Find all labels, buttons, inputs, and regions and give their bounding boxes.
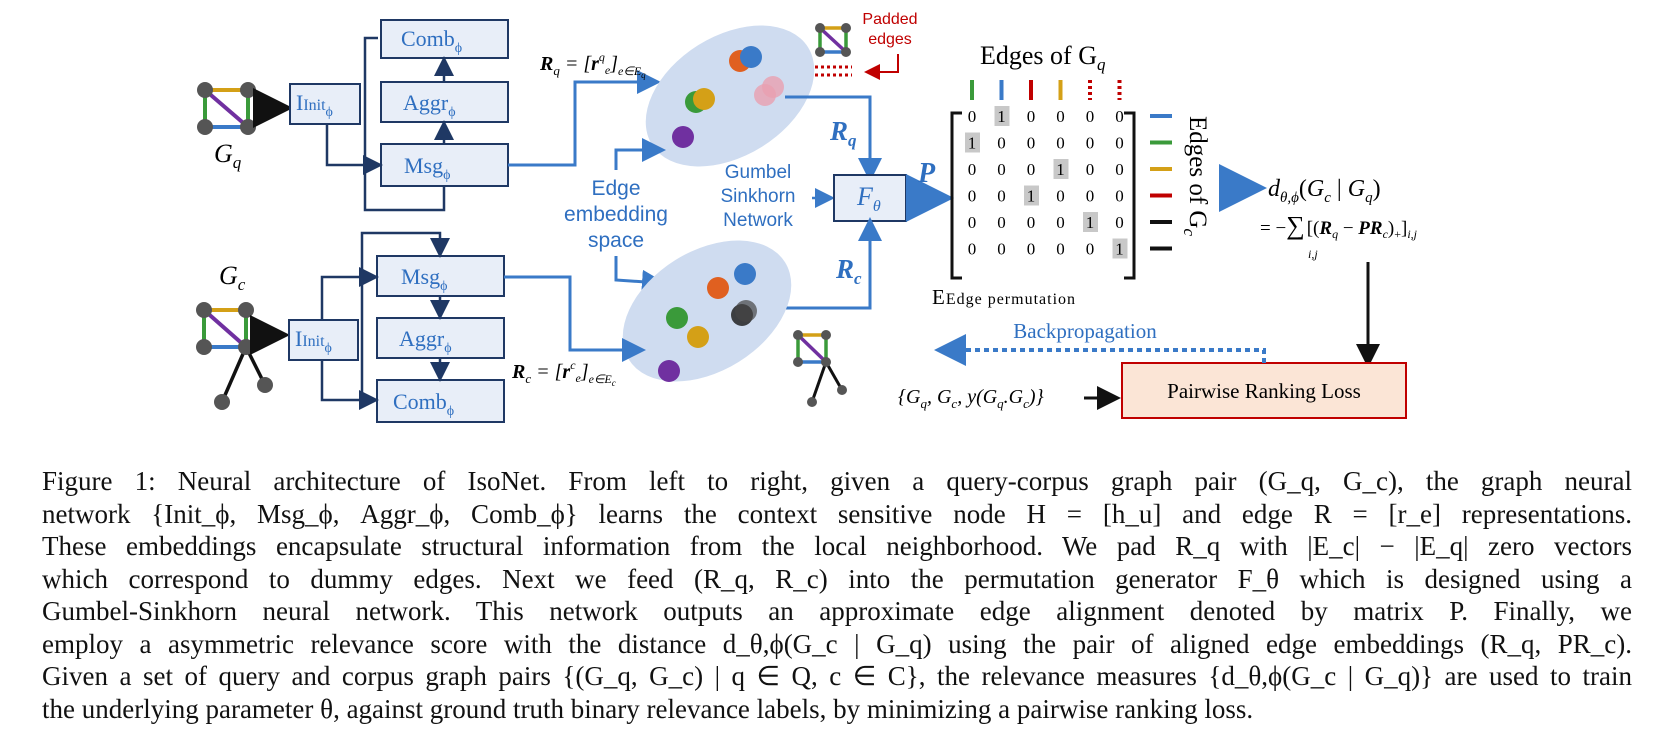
matrix-cell: 0: [968, 240, 977, 259]
query-graph-label: Gq: [214, 139, 242, 172]
backpropagation-label: Backpropagation: [1013, 319, 1157, 343]
corpus-edge-color-markers: [1150, 114, 1172, 251]
matrix-cell: 0: [1056, 187, 1065, 206]
query-edge-color-markers: [970, 80, 1122, 100]
matrix-cell: 1: [1056, 160, 1065, 179]
comb-label-corpus: Combϕ: [393, 389, 454, 419]
training-input-tuple: {Gq, Gc, y(Gq.Gc)}: [898, 386, 1044, 411]
padded-query-graph-icon: [815, 23, 852, 77]
init-box-query: [289, 83, 361, 125]
matrix-cell: 0: [968, 160, 977, 179]
init-box-corpus: [288, 319, 359, 361]
f-theta-label: Fθ: [856, 182, 881, 215]
matrix-cell: 0: [1115, 213, 1124, 232]
matrix-cell: 0: [997, 134, 1006, 153]
edges-of-gc-label: Edges of Gc: [1180, 116, 1211, 236]
backpropagation-arrow: [934, 334, 1266, 366]
matrix-cell: 0: [1027, 240, 1036, 259]
matrix-cell: 0: [997, 187, 1006, 206]
matrix-cell: 0: [1086, 187, 1095, 206]
matrix-cell: 0: [997, 240, 1006, 259]
matrix-cell: 0: [1027, 134, 1036, 153]
aggr-label-corpus: Aggrϕ: [399, 326, 452, 356]
matrix-cell: 0: [1056, 107, 1065, 126]
caption-line: Given a set of query and corpus graph pa…: [42, 661, 1632, 691]
sum-subscript: i,j: [1308, 247, 1318, 261]
comb-box-corpus: [376, 379, 505, 423]
matrix-highlight: [1024, 185, 1039, 206]
caption-line: network {Init_ϕ, Msg_ϕ, Aggr_ϕ, Comb_ϕ} …: [42, 498, 1632, 529]
pairwise-ranking-loss-box: [1121, 362, 1407, 419]
matrix-cell: 0: [1056, 213, 1065, 232]
caption-line: Gumbel-Sinkhorn neural network. This net…: [42, 596, 1632, 626]
matrix-cell: 0: [1086, 240, 1095, 259]
pairwise-ranking-loss-label: Pairwise Ranking Loss: [1167, 379, 1361, 403]
query-edge-embedding-cloud: [645, 25, 815, 167]
corpus-edge-embedding-cloud: [622, 240, 792, 382]
padded-edges-label: Padded edges: [862, 11, 917, 48]
figure-caption: Figure 1: Neural architecture of IsoNet.…: [42, 465, 1632, 725]
gumbel-sinkhorn-label: Gumbel Sinkhorn Network: [721, 162, 796, 231]
caption-line: Figure 1: Neural architecture of IsoNet.…: [42, 466, 1632, 496]
rq-label: Rq: [829, 116, 857, 150]
matrix-cell: 0: [997, 160, 1006, 179]
rc-label: Rc: [835, 254, 862, 288]
caption-line: employ a asymmetric relevance score with…: [42, 628, 1632, 659]
matrix-highlight: [1112, 238, 1128, 259]
p-label: P: [917, 158, 936, 189]
comb-label-query: Combϕ: [401, 26, 462, 56]
aggr-label-query: Aggrϕ: [403, 90, 456, 120]
corpus-graph-small-icon: [793, 330, 847, 407]
edge-embedding-space-label: Edge embedding space: [564, 177, 668, 252]
matrix-cell: 0: [1027, 213, 1036, 232]
matrix-highlight: [1053, 159, 1069, 179]
corpus-graph-icon: [196, 302, 273, 410]
matrix-cell: 0: [968, 107, 977, 126]
matrix-cell: 0: [1027, 160, 1036, 179]
edge-permutation-label: EEdge permutation: [932, 285, 1076, 309]
comb-box-query: [380, 19, 509, 59]
matrix-cell: 0: [1115, 107, 1124, 126]
matrix-highlight: [965, 132, 980, 153]
matrix-cell: 1: [1027, 187, 1036, 206]
matrix-cell: 0: [997, 213, 1006, 232]
matrix-highlight: [994, 106, 1010, 126]
permutation-matrix: 0 1 0 0 0 0 1 0 0 0 0 0 0 0 0 1 0 0 0 0 1 0 0 0 0 0 0 0 1 0 0 0 0 0 0 1: [965, 106, 1128, 259]
matrix-cell: 0: [968, 187, 977, 206]
architecture-diagram: Gq IInitϕ Combϕ Aggrϕ Msgϕ Rq = [rqe]e∈E…: [196, 11, 1418, 423]
distance-formula: = −∑ [(Rq − PRc)+]i,j: [1260, 211, 1418, 241]
matrix-cell: 0: [1027, 107, 1036, 126]
matrix-cell: 0: [968, 213, 977, 232]
matrix-cell: 0: [1086, 134, 1095, 153]
matrix-cell: 0: [1086, 160, 1095, 179]
matrix-right-bracket: [1124, 111, 1136, 280]
corpus-graph-label: Gc: [219, 261, 246, 294]
query-graph-icon: [197, 82, 256, 135]
matrix-cell: 0: [1115, 160, 1124, 179]
matrix-cell: 1: [1115, 240, 1124, 259]
matrix-cell: 0: [1056, 240, 1065, 259]
matrix-cell: 0: [1056, 134, 1065, 153]
msg-label-query: Msgϕ: [404, 153, 451, 183]
matrix-cell: 1: [1086, 213, 1095, 232]
matrix-cell: 1: [968, 134, 977, 153]
caption-line: the underlying parameter θ, against grou…: [42, 693, 1254, 724]
matrix-cell: 0: [1086, 107, 1095, 126]
caption-line: which correspond to dummy edges. Next we…: [42, 563, 1632, 594]
matrix-left-bracket: [950, 111, 962, 280]
msg-label-corpus: Msgϕ: [401, 264, 448, 294]
matrix-cell: 1: [997, 107, 1006, 126]
matrix-highlight: [1083, 212, 1098, 232]
edges-of-gq-label: Edges of Gq: [980, 41, 1106, 74]
rq-definition: Rq = [rqe]e∈Eq: [539, 50, 646, 80]
caption-line: These embeddings encapsulate structural …: [42, 531, 1632, 561]
rc-definition: Rc = [rce]e∈Ec: [511, 358, 616, 388]
distance-expression: dθ,ϕ(Gc | Gq): [1268, 176, 1381, 206]
matrix-cell: 0: [1115, 187, 1124, 206]
matrix-cell: 0: [1115, 134, 1124, 153]
